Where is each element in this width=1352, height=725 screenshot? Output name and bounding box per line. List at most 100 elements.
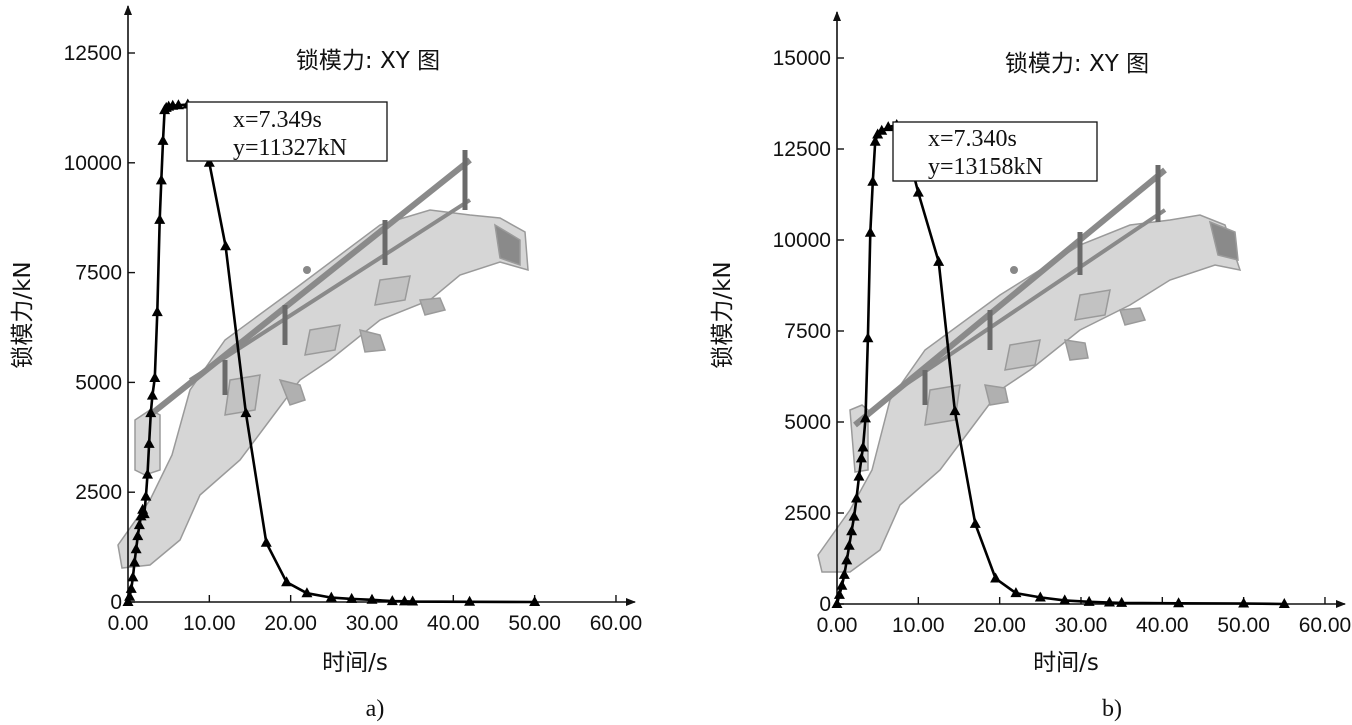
data-point-marker xyxy=(145,407,157,418)
data-point-marker xyxy=(260,536,272,547)
data-point-marker xyxy=(155,174,167,185)
annotation-x-a: x=7.349s xyxy=(233,107,322,133)
data-point-marker xyxy=(831,598,843,608)
x-tick-label: 40.00 xyxy=(427,612,480,635)
panel-caption-a: a) xyxy=(366,696,385,722)
data-point-marker xyxy=(1083,595,1095,606)
data-point-marker xyxy=(132,530,144,541)
data-point-marker xyxy=(281,576,293,587)
y-tick-label: 12500 xyxy=(773,138,831,161)
part-model-rails xyxy=(148,150,472,418)
data-point-marker xyxy=(129,556,141,567)
data-point-marker xyxy=(301,587,313,598)
y-tick-label: 5000 xyxy=(75,371,122,394)
data-point-marker xyxy=(157,134,169,145)
annotation-y-b: y=13158kN xyxy=(928,154,1043,180)
x-tick-label: 20.00 xyxy=(264,612,317,635)
data-point-marker xyxy=(154,213,166,224)
data-point-marker xyxy=(240,407,252,418)
data-point-marker xyxy=(869,135,881,146)
data-point-marker xyxy=(1278,598,1290,608)
data-point-marker xyxy=(125,582,137,593)
data-point-marker xyxy=(143,437,155,448)
data-point-marker xyxy=(1059,594,1071,605)
chart-panel-a: 0.00 10.00 20.00 30.00 40.00 50.00 60.00 0 2500 5… xyxy=(10,5,643,722)
data-point-marker xyxy=(325,591,337,602)
y-tick-label: 2500 xyxy=(75,481,122,504)
data-point-marker xyxy=(853,470,865,481)
part-model-rails xyxy=(853,165,1167,428)
data-point-marker xyxy=(1010,587,1022,598)
data-point-marker xyxy=(876,124,888,135)
x-tick-label: 30.00 xyxy=(346,612,399,635)
part-model-image xyxy=(817,214,1242,573)
data-point-marker xyxy=(841,554,853,565)
x-tick-label: 30.00 xyxy=(1055,614,1108,637)
data-point-marker xyxy=(366,593,378,604)
x-axis-label-a: 时间/s xyxy=(322,650,388,676)
data-point-marker xyxy=(833,588,845,599)
series-line-b xyxy=(835,123,1285,606)
x-tick-label: 0.00 xyxy=(108,612,149,635)
y-tick-label: 0 xyxy=(110,591,122,614)
data-point-marker xyxy=(127,571,139,582)
y-tick-label: 0 xyxy=(819,593,831,616)
data-point-marker xyxy=(138,508,150,519)
chart-title-a: 锁模力: XY 图 xyxy=(296,48,440,74)
x-tick-label: 60.00 xyxy=(590,612,643,635)
data-point-marker xyxy=(846,525,858,536)
data-point-marker xyxy=(859,412,871,423)
data-point-marker xyxy=(203,156,215,167)
data-point-marker xyxy=(1103,596,1115,607)
data-point-marker xyxy=(933,255,945,266)
x-tick-label: 10.00 xyxy=(183,612,236,635)
data-point-marker xyxy=(140,490,152,501)
data-point-marker xyxy=(133,519,145,530)
data-point-marker xyxy=(124,590,136,601)
annotation-box-b xyxy=(892,121,1098,182)
data-point-marker xyxy=(1116,596,1128,607)
y-tick-label: 15000 xyxy=(773,47,831,70)
data-point-marker xyxy=(864,226,876,237)
chart-title-b: 锁模力: XY 图 xyxy=(1005,51,1149,77)
data-point-marker xyxy=(346,592,358,603)
chart-panel-b: 0.00 10.00 20.00 30.00 40.00 50.00 60.00 0 2500 5… xyxy=(710,11,1352,722)
data-point-marker xyxy=(867,175,879,186)
data-point-marker xyxy=(407,595,419,606)
data-point-marker xyxy=(838,568,850,579)
data-point-marker xyxy=(146,389,158,400)
data-point-marker xyxy=(912,186,924,197)
data-point-marker xyxy=(151,306,163,317)
data-point-marker xyxy=(220,240,232,251)
data-point-marker xyxy=(882,121,894,132)
data-point-marker xyxy=(149,372,161,383)
data-point-marker xyxy=(1173,597,1185,608)
y-tick-label: 2500 xyxy=(784,502,831,525)
annotation-x-b: x=7.340s xyxy=(928,126,1017,152)
data-point-marker xyxy=(1034,591,1046,602)
x-tick-label: 60.00 xyxy=(1299,614,1352,637)
part-model-image xyxy=(117,209,529,569)
data-point-marker xyxy=(142,468,154,479)
data-point-marker xyxy=(464,595,476,606)
data-point-marker xyxy=(857,441,869,452)
data-point-marker xyxy=(862,332,874,343)
data-point-marker xyxy=(122,596,134,606)
y-tick-label: 12500 xyxy=(64,42,122,65)
y-axis-label-b: 锁模力/kN xyxy=(710,261,736,368)
data-point-marker xyxy=(1238,597,1250,608)
data-point-marker xyxy=(836,579,848,590)
x-tick-label: 10.00 xyxy=(892,614,945,637)
x-tick-label: 0.00 xyxy=(817,614,858,637)
y-tick-label: 10000 xyxy=(773,229,831,252)
data-point-marker xyxy=(529,596,541,606)
data-point-marker xyxy=(855,452,867,463)
data-point-marker xyxy=(843,539,855,550)
x-tick-label: 50.00 xyxy=(1217,614,1270,637)
x-axis-label-b: 时间/s xyxy=(1033,650,1099,676)
x-tick-label: 20.00 xyxy=(973,614,1026,637)
y-axis-label-a: 锁模力/kN xyxy=(10,261,36,368)
y-tick-label: 7500 xyxy=(75,262,122,285)
data-point-marker xyxy=(172,99,184,110)
